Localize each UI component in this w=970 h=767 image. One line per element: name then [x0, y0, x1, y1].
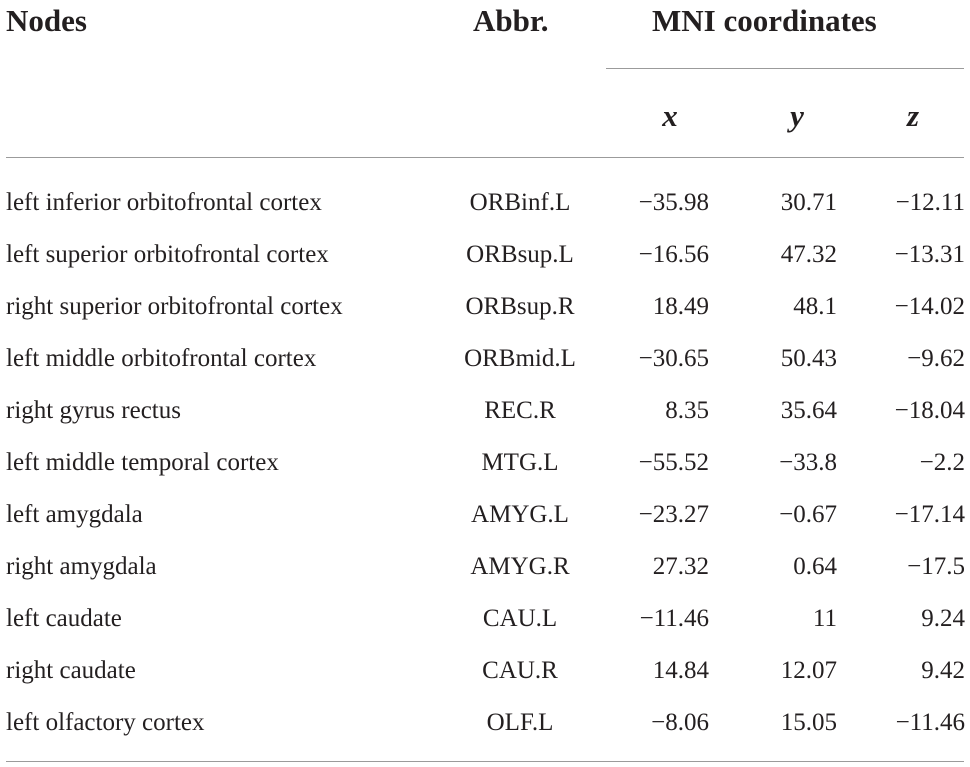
coordinate-z: −17.5 [907, 553, 965, 580]
coordinate-x: −30.65 [638, 345, 709, 372]
coordinate-x: −55.52 [638, 449, 709, 476]
abbreviation: OLF.L [486, 709, 554, 736]
coordinate-z: −13.31 [894, 241, 965, 268]
abbreviation: CAU.R [482, 657, 558, 684]
coordinate-x: −16.56 [638, 241, 709, 268]
coordinate-z: −17.14 [894, 501, 965, 528]
header-group-rule [606, 68, 964, 69]
coordinate-z: 9.24 [921, 605, 965, 632]
header-x: x [662, 98, 678, 133]
coordinate-y: 47.32 [780, 241, 837, 268]
node-name: left amygdala [6, 501, 143, 528]
coordinate-y: 48.1 [793, 293, 837, 320]
coordinate-y: −0.67 [779, 501, 837, 528]
node-name: left middle temporal cortex [6, 449, 279, 476]
table-row: right gyrus rectus REC.R 8.35 35.64 −18.04 [0, 385, 970, 437]
table-row: right superior orbitofrontal cortex ORBsu… [0, 281, 970, 333]
abbreviation: AMYG.L [471, 501, 569, 528]
coordinate-y: −33.8 [779, 449, 837, 476]
coordinate-z: 9.42 [921, 657, 965, 684]
coordinate-z: −9.62 [907, 345, 965, 372]
abbreviation: ORBsup.L [466, 241, 574, 268]
header-nodes: Nodes [6, 3, 87, 38]
node-name: left middle orbitofrontal cortex [6, 345, 317, 372]
table-row: left amygdala AMYG.L −23.27 −0.67 −17.14 [0, 489, 970, 541]
header-y: y [790, 98, 804, 133]
coordinate-y: 15.05 [780, 709, 837, 736]
header-bottom-rule [6, 157, 964, 158]
table-row: left middle temporal cortex MTG.L −55.52 −3… [0, 437, 970, 489]
coordinate-x: 27.32 [652, 553, 709, 580]
coordinate-z: −12.11 [895, 189, 965, 216]
coordinate-y: 50.43 [780, 345, 837, 372]
table-row: right caudate CAU.R 14.84 12.07 9.42 [0, 645, 970, 697]
table-row: left caudate CAU.L −11.46 11 9.24 [0, 593, 970, 645]
table-body: left inferior orbitofrontal cortex ORBinf… [0, 177, 970, 749]
table-row: left middle orbitofrontal cortex ORBmid.L… [0, 333, 970, 385]
node-name: right gyrus rectus [6, 397, 181, 424]
coordinate-x: −23.27 [638, 501, 709, 528]
abbreviation: ORBsup.R [465, 293, 575, 320]
node-name: right superior orbitofrontal cortex [6, 293, 343, 320]
coordinate-x: −11.46 [639, 605, 709, 632]
table-row: right amygdala AMYG.R 27.32 0.64 −17.5 [0, 541, 970, 593]
node-name: left superior orbitofrontal cortex [6, 241, 329, 268]
node-name: right caudate [6, 657, 136, 684]
header-abbr: Abbr. [473, 3, 549, 38]
coordinate-y: 11 [812, 605, 837, 632]
abbreviation: ORBmid.L [464, 345, 576, 372]
abbreviation: REC.R [484, 397, 556, 424]
coordinate-y: 30.71 [780, 189, 837, 216]
coordinate-z: −18.04 [894, 397, 965, 424]
table-row: left inferior orbitofrontal cortex ORBinf… [0, 177, 970, 229]
coordinate-x: 8.35 [665, 397, 709, 424]
abbreviation: CAU.L [482, 605, 558, 632]
abbreviation: MTG.L [481, 449, 559, 476]
node-name: left olfactory cortex [6, 709, 205, 736]
header-mni-coordinates: MNI coordinates [652, 3, 877, 38]
node-name: left inferior orbitofrontal cortex [6, 189, 322, 216]
coordinate-y: 0.64 [793, 553, 837, 580]
table-row: left superior orbitofrontal cortex ORBsup… [0, 229, 970, 281]
coordinate-y: 35.64 [780, 397, 837, 424]
coordinate-x: −35.98 [638, 189, 709, 216]
abbreviation: ORBinf.L [469, 189, 571, 216]
table-bottom-rule [6, 761, 964, 762]
coordinate-y: 12.07 [780, 657, 837, 684]
coordinate-x: 14.84 [652, 657, 709, 684]
table-row: left olfactory cortex OLF.L −8.06 15.05 −11.… [0, 697, 970, 749]
node-name: right amygdala [6, 553, 157, 580]
node-name: left caudate [6, 605, 122, 632]
coordinate-z: −14.02 [894, 293, 965, 320]
coordinate-z: −2.2 [919, 449, 965, 476]
abbreviation: AMYG.R [470, 553, 570, 580]
header-z: z [906, 98, 920, 133]
coordinate-x: −8.06 [651, 709, 709, 736]
coordinate-z: −11.46 [895, 709, 965, 736]
coordinate-x: 18.49 [652, 293, 709, 320]
